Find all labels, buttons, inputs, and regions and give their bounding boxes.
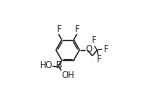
Text: F: F: [96, 55, 101, 64]
Text: F: F: [92, 36, 96, 45]
Text: F: F: [74, 25, 79, 34]
Text: HO: HO: [39, 61, 52, 70]
Text: O: O: [85, 46, 92, 54]
Text: B: B: [55, 61, 61, 70]
Text: OH: OH: [61, 71, 75, 80]
Text: F: F: [56, 25, 61, 34]
Text: F: F: [103, 45, 107, 54]
